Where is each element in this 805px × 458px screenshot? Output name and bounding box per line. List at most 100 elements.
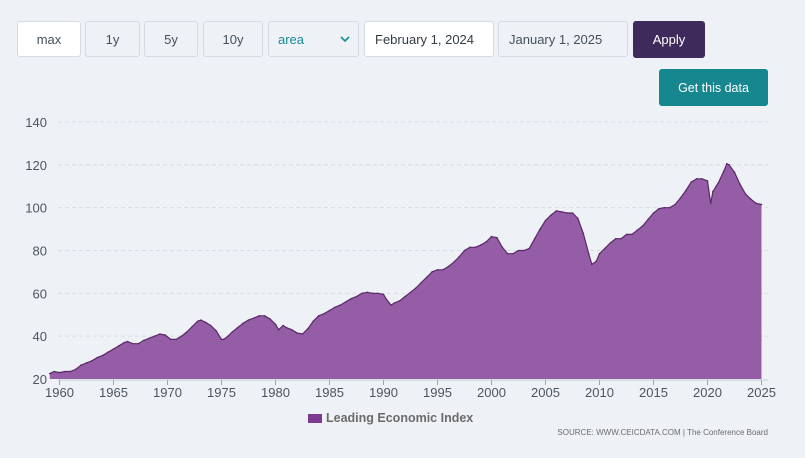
series-point — [328, 309, 331, 312]
series-point — [744, 192, 747, 195]
series-point — [598, 252, 601, 255]
series-point — [112, 348, 115, 350]
series-point — [631, 233, 633, 236]
x-tick-label: 2025 — [747, 385, 776, 400]
series-point — [614, 237, 617, 240]
series-point — [220, 338, 223, 341]
series-point — [620, 237, 622, 240]
series-point — [123, 341, 126, 344]
series-point — [415, 287, 417, 289]
series-point — [636, 229, 639, 231]
series-point — [204, 321, 207, 324]
y-axis-ticks: 20 40 60 80 100 120 140 — [25, 115, 47, 387]
series-point — [339, 304, 342, 306]
series-point — [496, 236, 498, 239]
series-point — [436, 269, 439, 271]
series-area[interactable] — [49, 163, 762, 379]
series-point — [126, 340, 129, 343]
legend[interactable]: Leading Economic Index — [308, 411, 473, 425]
series-point — [755, 202, 757, 205]
toolbar: max 1y 5y 10y area February 1, 2024 Janu… — [0, 0, 805, 64]
series-point — [463, 249, 466, 252]
chart-type-select[interactable]: area — [268, 21, 359, 57]
series-point — [647, 218, 649, 221]
series-point — [652, 212, 655, 214]
series-point — [231, 331, 234, 333]
series-point — [425, 276, 428, 279]
series-point — [307, 327, 309, 330]
series-point — [101, 354, 104, 357]
series-point — [186, 331, 188, 333]
series-point — [760, 203, 763, 206]
series-point — [344, 301, 347, 303]
series-point — [512, 252, 514, 255]
series-point — [393, 302, 396, 304]
series-point — [355, 295, 358, 298]
series-point — [658, 207, 660, 210]
range-10y-button[interactable]: 10y — [203, 21, 263, 57]
series-point — [180, 335, 183, 338]
series-point — [523, 249, 525, 252]
chart-type-value: area — [278, 31, 305, 47]
series-point — [442, 269, 444, 271]
series-point — [679, 197, 682, 199]
range-5y-button[interactable]: 5y — [144, 21, 198, 57]
series-point — [420, 281, 423, 284]
series-point — [350, 297, 352, 300]
series-point — [317, 315, 320, 317]
series-point — [701, 178, 703, 180]
series-point — [695, 178, 698, 180]
series-point — [242, 322, 244, 325]
series-point — [196, 320, 199, 323]
x-tick-label: 2015 — [639, 385, 668, 400]
series-point — [132, 342, 134, 345]
series-point — [148, 337, 150, 340]
series-point — [85, 362, 88, 364]
y-tick-label: 60 — [33, 286, 47, 301]
series-point — [555, 210, 558, 212]
series-point — [733, 171, 736, 174]
apply-button[interactable]: Apply — [633, 21, 705, 58]
get-this-data-button[interactable]: Get this data — [659, 69, 768, 106]
series-point — [609, 242, 612, 244]
y-tick-label: 80 — [33, 244, 47, 259]
series-point — [722, 170, 725, 173]
series-point — [685, 189, 687, 192]
series-point — [604, 247, 606, 250]
series-point — [53, 370, 55, 373]
series-point — [431, 271, 433, 273]
x-axis-ticks: 1960 1965 1970 1975 1980 1985 1990 1995 2000 2005… — [45, 379, 776, 400]
series-point — [80, 364, 82, 366]
series-point — [452, 261, 455, 264]
x-tick-label: 1995 — [423, 385, 452, 400]
series-point — [366, 291, 369, 294]
x-tick-label: 1985 — [315, 385, 344, 400]
series-point — [587, 252, 590, 255]
series-point — [385, 299, 388, 301]
series-point — [577, 217, 579, 220]
series-point — [571, 212, 574, 214]
series-point — [506, 252, 509, 255]
series-point — [544, 219, 547, 222]
series-point — [582, 232, 585, 235]
source-note: SOURCE: WWW.CEICDATA.COM | The Conferenc… — [557, 428, 768, 437]
series-point — [709, 202, 712, 205]
y-tick-label: 140 — [25, 115, 47, 130]
series-point — [64, 370, 66, 373]
x-tick-label: 2010 — [585, 385, 614, 400]
start-date-field[interactable]: February 1, 2024 — [364, 21, 494, 57]
series-point — [749, 198, 752, 200]
series-point — [49, 372, 51, 375]
series-point — [625, 233, 628, 236]
series-point — [485, 241, 487, 243]
end-date-field[interactable]: January 1, 2025 — [498, 21, 628, 57]
series-point — [409, 291, 412, 294]
series-point — [69, 370, 72, 373]
series-point — [668, 206, 671, 209]
range-max-button[interactable]: max — [17, 21, 81, 57]
range-1y-button[interactable]: 1y — [85, 21, 140, 57]
series-point — [200, 319, 202, 321]
series-point — [533, 237, 536, 240]
series-point — [517, 249, 520, 252]
